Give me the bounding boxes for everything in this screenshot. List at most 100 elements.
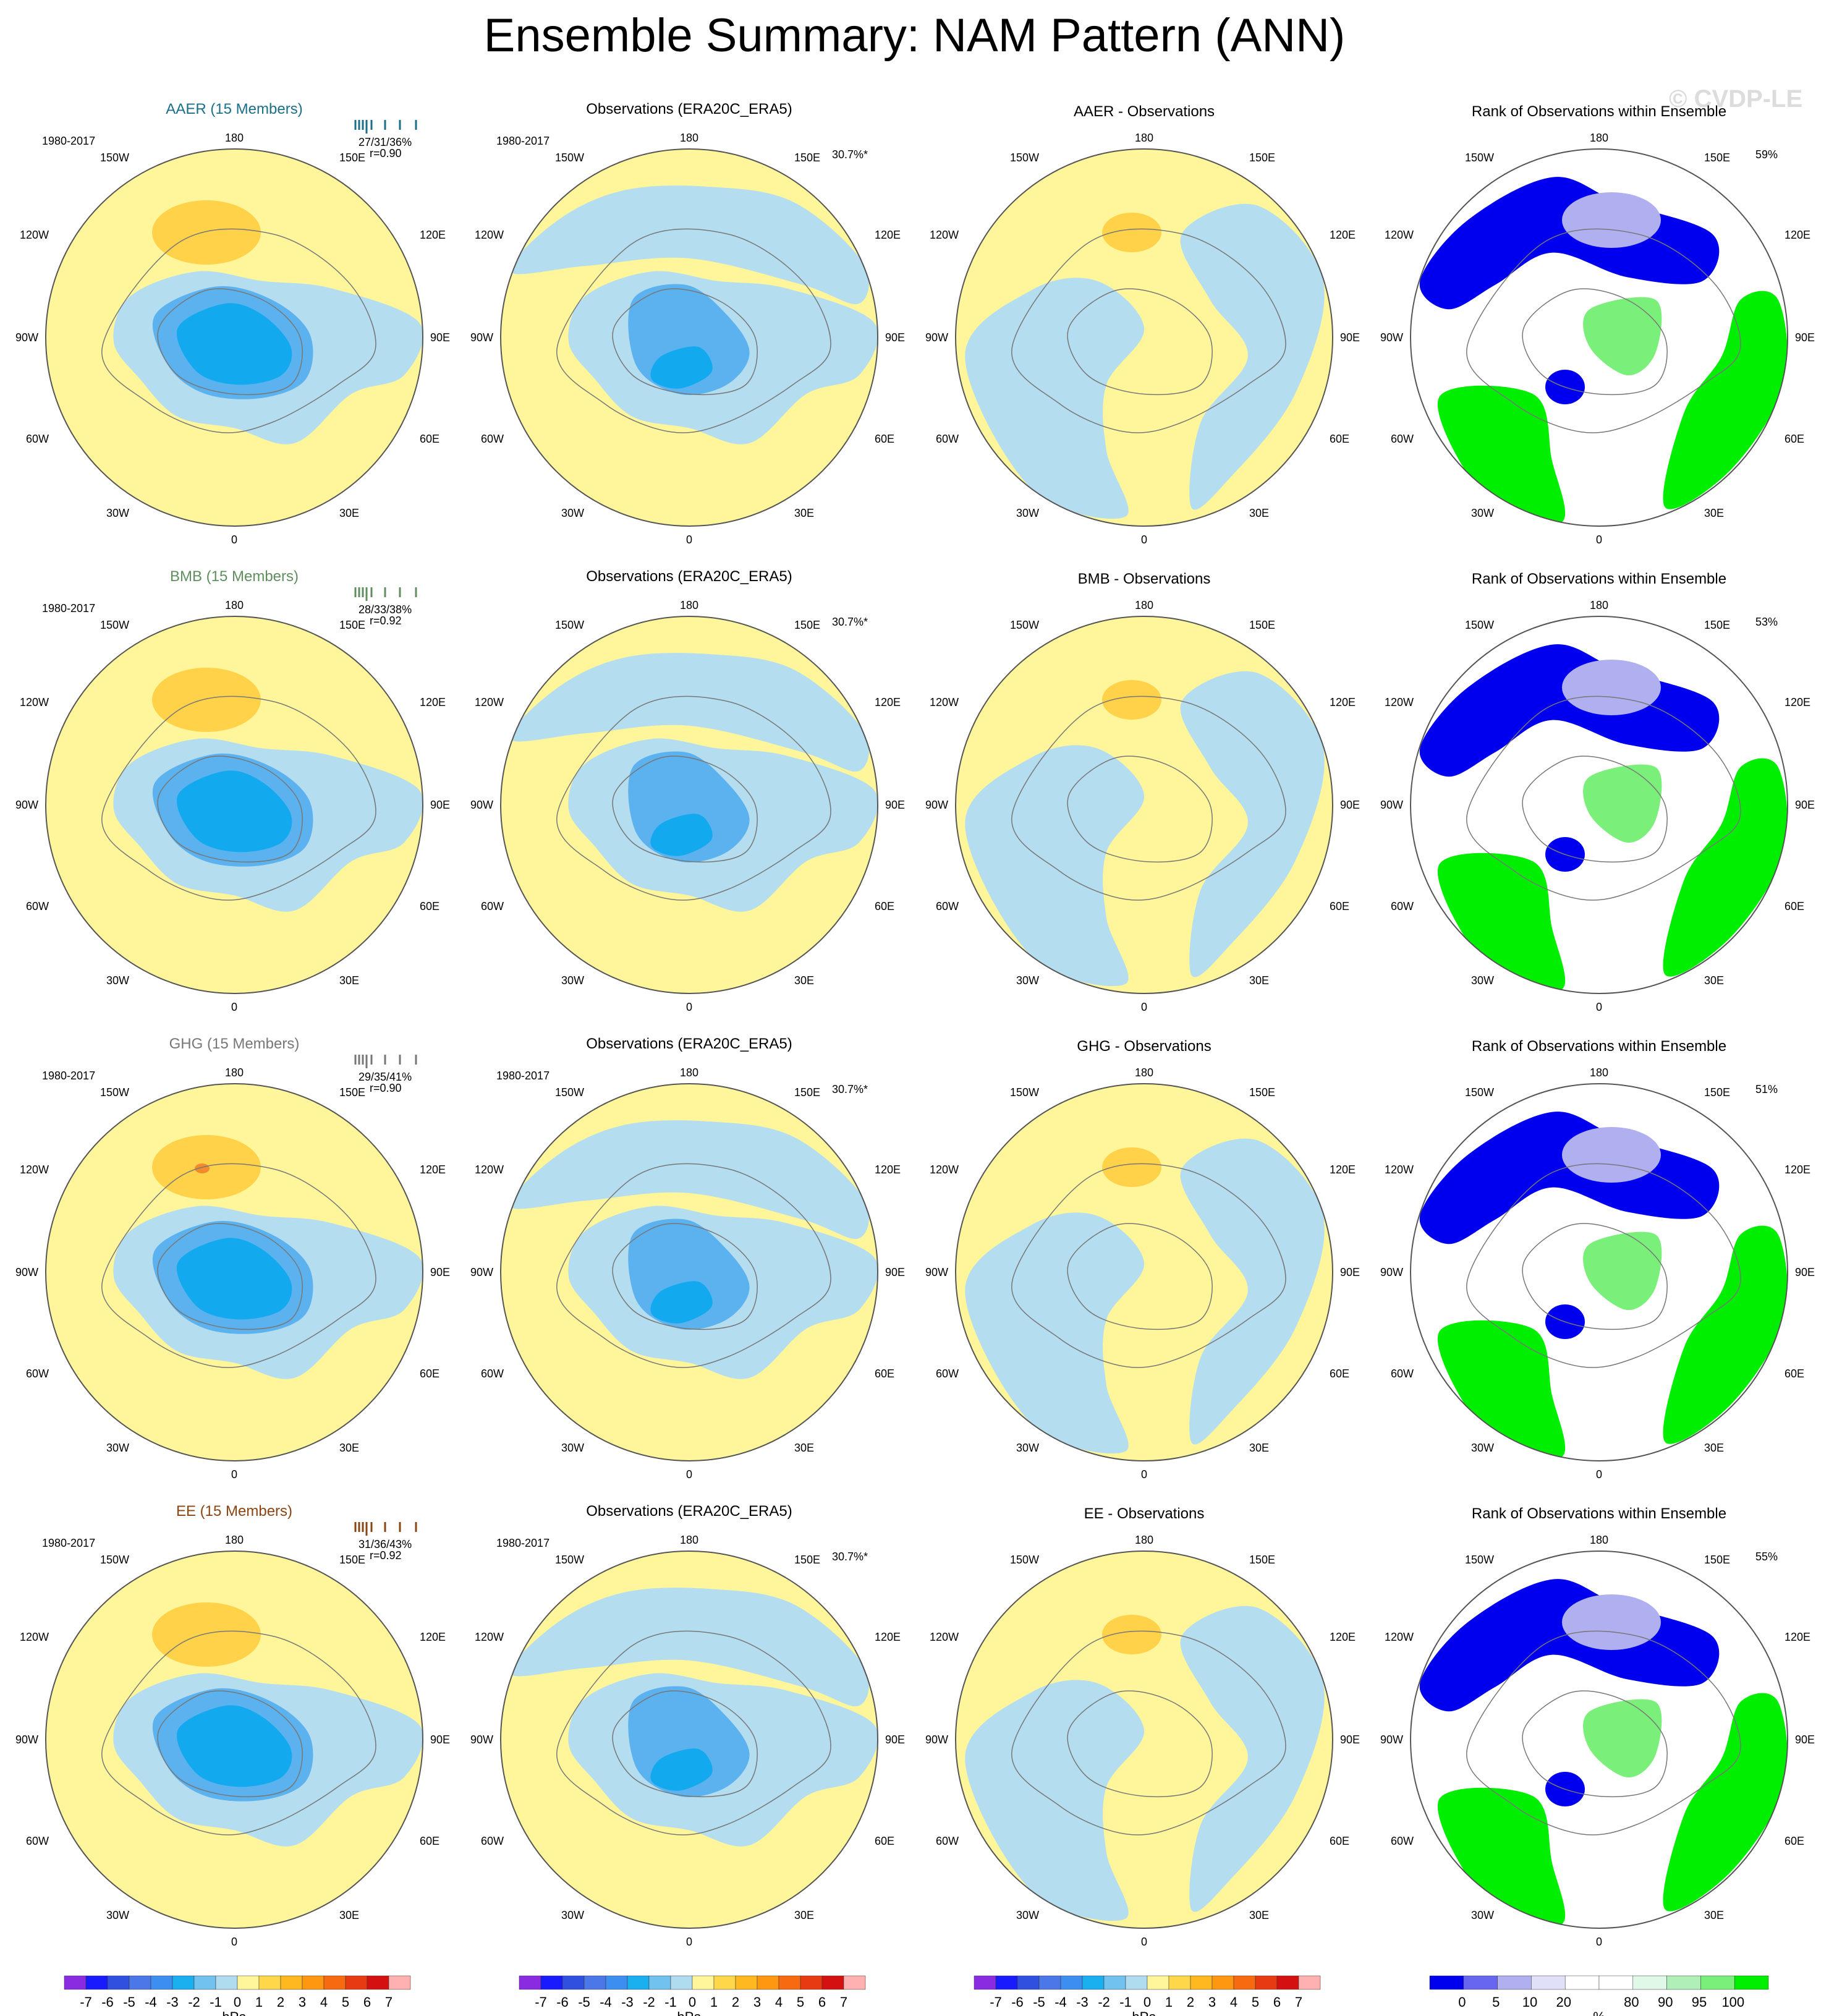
lon-label: 90W	[15, 1733, 38, 1746]
lon-label: 90E	[1795, 799, 1815, 811]
colorbar-swatch	[280, 1975, 303, 1990]
negative-field	[965, 1680, 1145, 1921]
map-border	[1410, 1550, 1788, 1929]
lon-label: 120W	[20, 1163, 49, 1176]
lon-label: 90W	[925, 1733, 948, 1746]
lon-label: 120W	[1385, 1631, 1414, 1643]
colorbar-swatch	[540, 1975, 563, 1990]
colorbar-swatch	[583, 1975, 606, 1990]
lon-label: 60E	[1784, 900, 1804, 912]
negative-core	[650, 346, 713, 389]
map-panel-1-0: 180 0 150W 150E 120W 120E 90W 90E 60W 60E 30W 30E	[15, 599, 450, 1013]
colorbar-swatch	[1082, 1975, 1105, 1990]
colorbar-swatch	[258, 1975, 281, 1990]
coastlines	[556, 228, 831, 433]
lon-label: 90E	[430, 1266, 450, 1278]
colorbar-tick-label: -5	[1033, 1994, 1045, 2010]
coastlines	[1466, 1630, 1741, 1835]
colorbar-tick-label: 1	[710, 1994, 718, 2010]
lon-label: 90E	[1795, 331, 1815, 344]
colorbar-swatch	[1017, 1975, 1040, 1990]
lon-label: 30E	[1249, 1442, 1269, 1454]
lon-label: 90E	[1340, 1266, 1360, 1278]
lon-label: 150E	[1704, 151, 1730, 164]
lon-label: 150E	[339, 1554, 365, 1566]
colorbar-tick-label: 6	[363, 1994, 371, 2010]
lon-label: 60E	[1784, 433, 1804, 445]
negative-field	[509, 185, 869, 305]
colorbar-tick-label: -3	[621, 1994, 634, 2010]
difference-panel-title: EE - Observations	[1084, 1505, 1205, 1522]
lon-label: 0	[1596, 534, 1602, 546]
lon-label: 0	[1141, 1468, 1147, 1481]
lon-label: 120E	[1330, 696, 1356, 708]
obs-period-label: 1980-2017	[496, 1070, 550, 1082]
coastlines	[1011, 1163, 1286, 1368]
colorbar-swatch	[1598, 1975, 1634, 1990]
colorbar-swatch	[974, 1975, 996, 1990]
colorbar-swatch	[1060, 1975, 1083, 1990]
lon-label: 150W	[555, 151, 584, 164]
high-rank-field	[1437, 853, 1566, 992]
lon-label: 180	[225, 1066, 244, 1079]
lon-label: 60W	[936, 1835, 959, 1847]
lon-label: 60W	[1391, 1835, 1414, 1847]
colorbar-swatch	[562, 1975, 585, 1990]
high-rank-field	[1437, 1787, 1566, 1926]
colorbar-tick-label: -2	[643, 1994, 655, 2010]
obs-variance-explained: 30.7%*	[832, 148, 868, 161]
lon-label: 90W	[15, 331, 38, 344]
colorbar-swatch	[1734, 1975, 1769, 1990]
lon-label: 120W	[475, 696, 504, 708]
high-rank-field	[1583, 764, 1662, 843]
colorbar-tick-label: 7	[840, 1994, 847, 2010]
negative-field	[1180, 1606, 1325, 1912]
period-label: 1980-2017	[42, 602, 95, 615]
colorbar-tick-label: -5	[123, 1994, 135, 2010]
positive-core	[1102, 213, 1161, 252]
rank-summary-percent: 53%	[1755, 616, 1778, 628]
spread-ticks	[354, 120, 417, 134]
colorbar-tick-label: 0	[689, 1994, 696, 2010]
colorbar-tick-label: 2	[1187, 1994, 1194, 2010]
colorbar-tick-label: 4	[775, 1994, 783, 2010]
lon-label: 60W	[1391, 1367, 1414, 1380]
lon-label: 0	[686, 1468, 692, 1481]
difference-panel-title: GHG - Observations	[1077, 1038, 1211, 1055]
lon-label: 120W	[20, 229, 49, 241]
lon-label: 150W	[100, 151, 129, 164]
lon-label: 150E	[794, 1086, 820, 1099]
colorbar-swatch	[1700, 1975, 1735, 1990]
colorbar-swatch	[1103, 1975, 1126, 1990]
lon-label: 150W	[1465, 1554, 1494, 1566]
lon-label: 30W	[561, 1909, 584, 1921]
colorbar-tick-label: -6	[1011, 1994, 1024, 2010]
lon-label: 120W	[930, 696, 959, 708]
lon-label: 120E	[875, 229, 901, 241]
lon-label: 120E	[875, 1631, 901, 1643]
lon-label: 120W	[930, 229, 959, 241]
colorbar-tick-label: 80	[1624, 1994, 1639, 2010]
colorbar-swatch	[995, 1975, 1018, 1990]
lon-label: 120W	[475, 229, 504, 241]
lon-label: 60W	[936, 1367, 959, 1380]
lon-label: 180	[1590, 132, 1608, 144]
model-panel-title: AAER (15 Members)	[166, 101, 302, 117]
colorbar-swatch	[1233, 1975, 1256, 1990]
map-panel-2-3: 180 0 150W 150E 120W 120E 90W 90E 60W 60E 30W 30E	[1380, 1066, 1815, 1481]
coastlines	[101, 1163, 376, 1368]
coastlines	[556, 695, 831, 901]
lon-label: 90W	[925, 1266, 948, 1278]
spread-ticks	[354, 1055, 417, 1068]
lon-label: 150E	[1249, 1086, 1275, 1099]
high-rank-field	[1663, 1225, 1788, 1444]
lon-label: 180	[1135, 132, 1153, 144]
lon-label: 30E	[1704, 1442, 1724, 1454]
map-border	[955, 1550, 1333, 1929]
colorbar-swatch	[648, 1975, 671, 1990]
lon-label: 90E	[1795, 1266, 1815, 1278]
lon-label: 120E	[875, 1163, 901, 1176]
colorbar-tick-label: 1	[1165, 1994, 1173, 2010]
colorbar-tick-label: 0	[234, 1994, 241, 2010]
